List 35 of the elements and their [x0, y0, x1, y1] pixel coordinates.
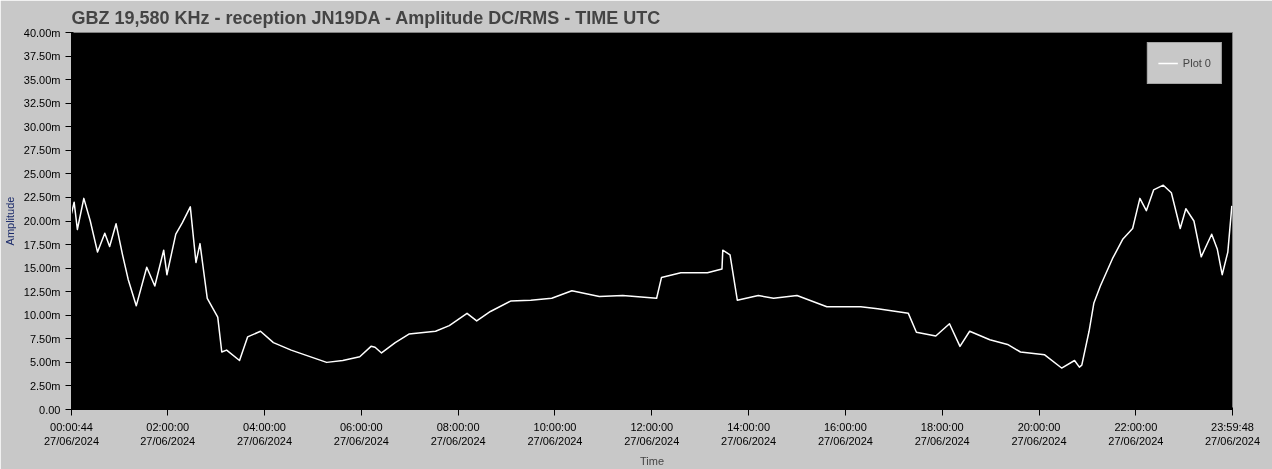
y-tick-label: 20.00m	[23, 215, 61, 227]
legend-label: Plot 0	[1182, 57, 1211, 69]
chart-title: GBZ 19,580 KHz - reception JN19DA - Amplitude DC/RMS - TIME UTC	[71, 7, 661, 28]
y-tick-label: 40.00m	[23, 26, 61, 39]
y-tick-label: 32.50m	[23, 97, 61, 110]
y-tick-label: 35.00m	[23, 73, 61, 86]
y-tick-label: 17.50m	[23, 238, 61, 251]
x-tick-label: 00:00:44 27/06/2024	[43, 420, 100, 447]
y-tick-label: 7.50m	[29, 332, 61, 345]
x-tick-label: 16:00:00 27/06/2024	[817, 420, 873, 447]
x-tick-label: 22:00:00 27/06/2024	[1108, 420, 1164, 447]
y-tick-label: 15.00m	[23, 262, 61, 275]
x-tick-label: 02:00:00 27/06/2024	[140, 420, 196, 447]
x-tick-label: 14:00:00 27/06/2024	[721, 420, 777, 447]
y-tick-label: 37.50m	[23, 50, 61, 63]
y-tick-label: 25.00m	[23, 167, 61, 180]
y-tick-label: 5.00m	[29, 356, 61, 369]
y-axis-title: Amplitude	[3, 196, 16, 246]
x-axis-title: Time	[639, 454, 665, 467]
y-tick-label: 22.50m	[23, 191, 61, 204]
y-tick-label: 30.00m	[23, 120, 61, 133]
x-tick-label: 12:00:00 27/06/2024	[624, 420, 680, 447]
line-series	[71, 184, 1233, 369]
x-tick-label: 18:00:00 27/06/2024	[914, 420, 970, 447]
x-tick-label: 23:59:48 27/06/2024	[1204, 420, 1261, 447]
y-tick-label: 2.50m	[29, 379, 61, 392]
x-tick-label: 08:00:00 27/06/2024	[430, 420, 486, 447]
y-tick-label: 0.00	[39, 403, 61, 416]
x-tick-label: 20:00:00 27/06/2024	[1011, 420, 1067, 447]
x-tick-label: 04:00:00 27/06/2024	[237, 420, 293, 447]
x-tick-label: 10:00:00 27/06/2024	[527, 420, 583, 447]
y-tick-label: 27.50m	[23, 144, 61, 157]
y-tick-label: 10.00m	[23, 309, 61, 322]
y-tick-label: 12.50m	[23, 285, 61, 298]
x-tick-label: 06:00:00 27/06/2024	[333, 420, 389, 447]
